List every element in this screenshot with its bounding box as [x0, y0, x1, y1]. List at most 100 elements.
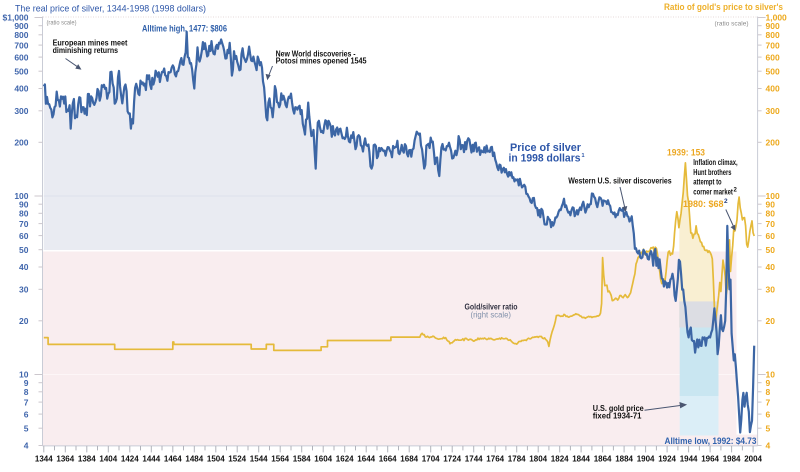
svg-text:900: 900: [766, 21, 780, 31]
svg-text:7: 7: [24, 397, 29, 407]
svg-text:New World discoveries -: New World discoveries -: [276, 49, 356, 58]
svg-text:10: 10: [766, 370, 776, 380]
svg-text:40: 40: [766, 262, 776, 272]
svg-text:700: 700: [14, 40, 28, 50]
svg-text:1: 1: [582, 153, 585, 159]
svg-text:90: 90: [19, 199, 29, 209]
svg-text:1824: 1824: [551, 455, 569, 464]
svg-text:fixed 1934-71: fixed 1934-71: [593, 411, 642, 420]
svg-text:1924: 1924: [658, 455, 676, 464]
svg-text:1744: 1744: [465, 455, 483, 464]
svg-text:Potosí mines opened 1545: Potosí mines opened 1545: [276, 57, 367, 66]
svg-text:1804: 1804: [529, 455, 547, 464]
svg-text:60: 60: [766, 231, 776, 241]
svg-text:$1,000: $1,000: [3, 13, 29, 23]
svg-text:1484: 1484: [185, 455, 203, 464]
svg-text:1444: 1444: [142, 455, 160, 464]
svg-text:300: 300: [14, 106, 28, 116]
svg-text:8: 8: [766, 387, 771, 397]
svg-text:1684: 1684: [400, 455, 418, 464]
svg-text:1544: 1544: [250, 455, 268, 464]
svg-text:1844: 1844: [572, 455, 590, 464]
svg-text:50: 50: [19, 245, 29, 255]
svg-text:10: 10: [19, 370, 29, 380]
svg-text:1,000: 1,000: [766, 13, 788, 23]
svg-text:500: 500: [766, 66, 780, 76]
svg-text:20: 20: [766, 316, 776, 326]
svg-text:200: 200: [766, 138, 780, 148]
svg-text:900: 900: [14, 21, 28, 31]
svg-text:600: 600: [766, 52, 780, 62]
svg-text:30: 30: [19, 285, 29, 295]
svg-text:(right scale): (right scale): [471, 311, 512, 320]
svg-text:Western U.S. silver discoverie: Western U.S. silver discoveries: [568, 177, 672, 186]
svg-text:(ratio scale): (ratio scale): [715, 21, 749, 28]
svg-text:1964: 1964: [701, 455, 719, 464]
svg-text:Gold/silver ratio: Gold/silver ratio: [465, 302, 518, 311]
svg-text:400: 400: [766, 84, 780, 94]
svg-text:The real price of silver, 1344: The real price of silver, 1344-1998 (199…: [15, 4, 206, 15]
svg-text:50: 50: [766, 245, 776, 255]
svg-text:100: 100: [14, 191, 28, 201]
svg-text:1464: 1464: [164, 455, 182, 464]
svg-text:500: 500: [14, 66, 28, 76]
svg-text:2: 2: [724, 198, 728, 205]
svg-text:1344: 1344: [35, 455, 53, 464]
svg-text:2004: 2004: [744, 455, 762, 464]
svg-text:Alltime high, 1477: $806: Alltime high, 1477: $806: [142, 24, 227, 34]
svg-text:1884: 1884: [615, 455, 633, 464]
svg-text:1404: 1404: [99, 455, 117, 464]
svg-text:2: 2: [734, 188, 738, 194]
svg-text:80: 80: [19, 209, 29, 219]
svg-text:1604: 1604: [314, 455, 332, 464]
svg-text:400: 400: [14, 84, 28, 94]
svg-text:Price of silver: Price of silver: [510, 142, 582, 154]
svg-text:800: 800: [14, 30, 28, 40]
svg-text:1984: 1984: [723, 455, 741, 464]
svg-text:1364: 1364: [56, 455, 74, 464]
svg-text:1664: 1664: [379, 455, 397, 464]
svg-text:7: 7: [766, 397, 771, 407]
svg-text:1624: 1624: [336, 455, 354, 464]
svg-text:1644: 1644: [357, 455, 375, 464]
svg-text:60: 60: [19, 231, 29, 241]
svg-text:(ratio scale): (ratio scale): [47, 20, 77, 27]
svg-text:1584: 1584: [293, 455, 311, 464]
svg-text:5: 5: [24, 423, 29, 433]
svg-text:4: 4: [24, 441, 29, 451]
svg-text:40: 40: [19, 262, 29, 272]
svg-text:4: 4: [766, 441, 771, 451]
svg-text:1939: 153: 1939: 153: [667, 148, 705, 158]
svg-text:5: 5: [766, 423, 771, 433]
svg-text:attempt to: attempt to: [693, 178, 721, 187]
svg-text:1864: 1864: [594, 455, 612, 464]
svg-text:U.S. gold price: U.S. gold price: [593, 404, 644, 413]
svg-text:1564: 1564: [271, 455, 289, 464]
svg-text:1904: 1904: [637, 455, 655, 464]
svg-text:1424: 1424: [121, 455, 139, 464]
svg-text:1944: 1944: [680, 455, 698, 464]
svg-text:1384: 1384: [78, 455, 96, 464]
svg-text:80: 80: [766, 209, 776, 219]
svg-text:300: 300: [766, 106, 780, 116]
svg-text:corner market: corner market: [693, 188, 733, 197]
svg-text:1980: $68: 1980: $68: [683, 199, 724, 209]
svg-text:6: 6: [766, 409, 771, 419]
svg-text:9: 9: [766, 378, 771, 388]
svg-text:700: 700: [766, 40, 780, 50]
svg-text:in 1998 dollars: in 1998 dollars: [509, 152, 581, 164]
svg-text:600: 600: [14, 52, 28, 62]
svg-text:1524: 1524: [228, 455, 246, 464]
svg-text:1764: 1764: [486, 455, 504, 464]
svg-text:Inflation climax,: Inflation climax,: [693, 158, 737, 167]
svg-text:1724: 1724: [443, 455, 461, 464]
svg-text:800: 800: [766, 30, 780, 40]
svg-text:100: 100: [766, 191, 780, 201]
svg-text:6: 6: [24, 409, 29, 419]
svg-text:9: 9: [24, 378, 29, 388]
svg-text:8: 8: [24, 387, 29, 397]
svg-text:30: 30: [766, 285, 776, 295]
svg-text:1704: 1704: [422, 455, 440, 464]
svg-text:1784: 1784: [508, 455, 526, 464]
svg-text:90: 90: [766, 199, 776, 209]
